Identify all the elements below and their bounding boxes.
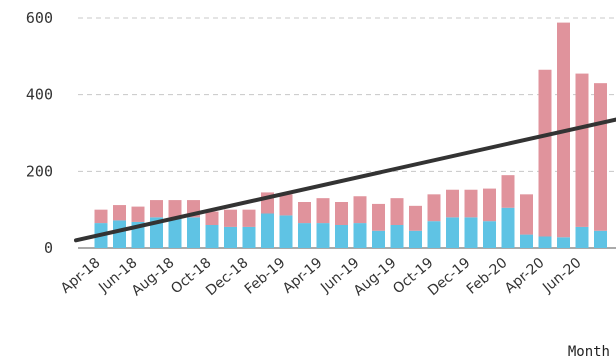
bar-segment-upper: [279, 194, 293, 216]
x-axis-title: Month: [568, 344, 610, 360]
x-tick-label: Dec-19: [425, 255, 474, 299]
bar-segment-lower: [298, 223, 311, 248]
bar-segment-upper: [94, 209, 108, 224]
bar-segment-upper: [409, 205, 422, 231]
bar-segment-lower: [409, 230, 422, 248]
bar-segment-upper: [446, 189, 459, 218]
bar-segment-upper: [113, 205, 126, 221]
bar-segment-upper: [372, 203, 385, 231]
y-tick-label: 200: [26, 162, 53, 180]
bar-segment-lower: [224, 226, 237, 248]
bar-segment-upper: [594, 83, 607, 231]
x-tick-label: Aug-18: [129, 255, 178, 300]
bars: [94, 22, 607, 248]
bar-segment-lower: [335, 225, 348, 248]
bar-segment-upper: [353, 196, 367, 224]
bar-segment-lower: [187, 217, 200, 248]
bar-segment-lower: [557, 237, 570, 248]
y-axis-ticks: 0 200 400 600: [26, 9, 53, 257]
bar-segment-upper: [538, 69, 552, 237]
bar-segment-upper: [427, 194, 441, 222]
bar-segment-lower: [316, 223, 330, 248]
x-tick-label: Apr-19: [280, 255, 326, 297]
bar-segment-lower: [427, 221, 441, 248]
bar-segment-lower: [372, 230, 385, 248]
bar-segment-lower: [242, 226, 256, 248]
y-tick-label: 600: [26, 9, 53, 27]
bar-segment-lower: [390, 225, 404, 248]
bar-segment-lower: [205, 225, 219, 248]
x-tick-label: Jun-20: [539, 255, 584, 297]
x-axis-ticks: Apr-18Jun-18Aug-18Oct-18Dec-18Feb-19Apr-…: [58, 255, 585, 300]
bar-segment-lower: [520, 234, 533, 248]
x-tick-label: Feb-20: [464, 255, 511, 298]
x-tick-label: Apr-20: [502, 255, 548, 297]
bar-segment-upper: [224, 209, 237, 227]
bar-segment-lower: [483, 221, 496, 248]
bar-segment-upper: [150, 200, 163, 218]
bar-segment-lower: [279, 215, 293, 248]
bar-segment-upper: [298, 202, 311, 224]
bar-segment-upper: [501, 175, 515, 208]
bar-segment-upper: [168, 200, 182, 218]
bar-segment-upper: [335, 202, 348, 225]
y-tick-label: 0: [44, 239, 53, 257]
bar-segment-lower: [261, 213, 274, 248]
bar-segment-upper: [464, 189, 478, 218]
bar-segment-lower: [168, 217, 182, 248]
bar-segment-upper: [131, 206, 145, 222]
bar-segment-upper: [520, 194, 533, 235]
bar-segment-lower: [594, 230, 607, 248]
bar-segment-upper: [483, 188, 496, 222]
bar-segment-lower: [113, 220, 126, 248]
bar-segment-upper: [242, 209, 256, 227]
y-tick-label: 400: [26, 86, 53, 104]
x-tick-label: Aug-19: [351, 255, 400, 300]
x-tick-label: Feb-19: [242, 255, 289, 298]
x-tick-label: Apr-18: [58, 255, 104, 297]
bar-segment-lower: [353, 223, 367, 248]
trend-line: [74, 117, 616, 243]
bar-segment-lower: [538, 236, 552, 248]
bar-segment-upper: [316, 198, 330, 224]
bar-segment-lower: [464, 217, 478, 248]
x-tick-label: Dec-18: [203, 255, 252, 299]
bar-segment-upper: [205, 211, 219, 225]
bar-segment-upper: [575, 73, 589, 227]
bar-segment-lower: [575, 226, 589, 248]
bar-segment-lower: [501, 207, 515, 248]
bar-segment-upper: [390, 198, 404, 225]
bar-segment-lower: [446, 217, 459, 248]
trend-line-group: [74, 117, 616, 243]
